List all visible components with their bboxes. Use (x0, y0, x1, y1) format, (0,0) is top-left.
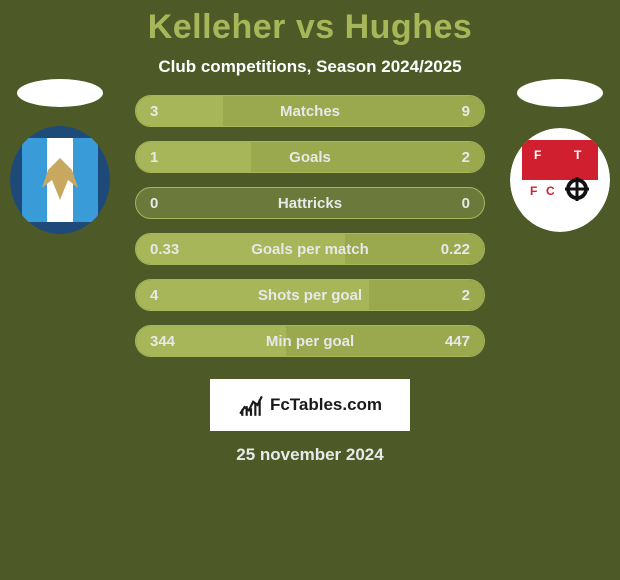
stat-rows: 3Matches91Goals20Hattricks00.33Goals per… (135, 95, 485, 357)
stat-row: 344Min per goal447 (135, 325, 485, 357)
stat-value-left: 1 (150, 149, 186, 166)
crest-letter-t: T (574, 148, 581, 162)
stat-value-left: 344 (150, 333, 186, 350)
crest-letter-f1: F (534, 148, 541, 162)
wheel-icon (562, 174, 592, 204)
chart-icon (238, 392, 264, 418)
eagle-icon (30, 150, 90, 210)
stat-label: Shots per goal (186, 287, 434, 304)
stat-value-right: 447 (434, 333, 470, 350)
comparison-card: Kelleher vs Hughes Club competitions, Se… (0, 0, 620, 580)
stat-value-left: 3 (150, 103, 186, 120)
date-label: 25 november 2024 (0, 445, 620, 465)
stat-label: Goals (186, 149, 434, 166)
flag-right (517, 79, 603, 107)
fctables-logo[interactable]: FcTables.com (210, 379, 410, 431)
logo-text: FcTables.com (270, 395, 382, 415)
crest-letter-c: C (546, 184, 555, 198)
stat-value-right: 2 (434, 149, 470, 166)
crest-right-wrap: F T F C (510, 125, 610, 235)
stat-row: 1Goals2 (135, 141, 485, 173)
vs-label: vs (296, 8, 335, 46)
stat-value-right: 9 (434, 103, 470, 120)
crest-fleetwood: F T F C (510, 128, 610, 232)
flag-left (17, 79, 103, 107)
stat-value-left: 0.33 (150, 241, 186, 258)
crest-left-wrap (10, 125, 110, 235)
stat-row: 3Matches9 (135, 95, 485, 127)
stat-value-left: 4 (150, 287, 186, 304)
stat-row: 0.33Goals per match0.22 (135, 233, 485, 265)
content: F T F C 3Matches91Goals20Hattricks00.33G… (0, 95, 620, 357)
page-title: Kelleher vs Hughes (0, 8, 620, 47)
stat-value-right: 0 (434, 195, 470, 212)
stat-row: 4Shots per goal2 (135, 279, 485, 311)
player1-name: Kelleher (148, 8, 286, 46)
crest-colchester (10, 126, 110, 234)
stat-label: Goals per match (186, 241, 434, 258)
right-side: F T F C (500, 79, 620, 235)
stat-value-right: 2 (434, 287, 470, 304)
stat-value-right: 0.22 (434, 241, 470, 258)
crest-letter-f2: F (530, 184, 537, 198)
stat-label: Hattricks (186, 195, 434, 212)
stat-row: 0Hattricks0 (135, 187, 485, 219)
stat-label: Matches (186, 103, 434, 120)
left-side (0, 79, 120, 235)
subtitle: Club competitions, Season 2024/2025 (0, 57, 620, 77)
stat-value-left: 0 (150, 195, 186, 212)
stat-label: Min per goal (186, 333, 434, 350)
player2-name: Hughes (345, 8, 473, 46)
